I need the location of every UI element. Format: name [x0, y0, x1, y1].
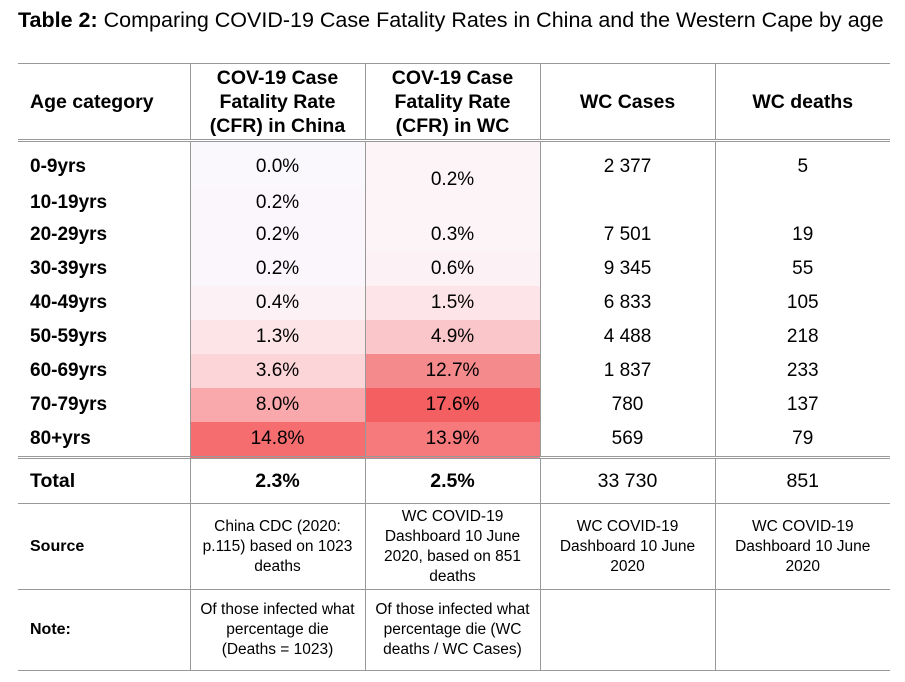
- header-row: Age category COV-19 Case Fatality Rate (…: [18, 63, 890, 141]
- table-row: 70-79yrs 8.0% 17.6% 780 137: [18, 387, 890, 422]
- age-cell: 40-49yrs: [30, 291, 108, 313]
- note-label: Note:: [18, 589, 190, 671]
- total-cfr-wc: 2.5%: [364, 456, 540, 504]
- age-cell: 10-19yrs: [30, 191, 108, 213]
- wc-deaths-cell: 5: [714, 139, 890, 219]
- wc-deaths-cell: 233: [714, 353, 890, 388]
- wc-deaths-cell: 137: [714, 387, 890, 422]
- cfr-wc-cell: 4.9%: [364, 319, 540, 354]
- age-cell: 80+yrs: [30, 427, 91, 449]
- note-wc-cases-empty: [539, 589, 715, 671]
- table-row: 20-29yrs 0.2% 0.3% 7 501 19: [18, 218, 890, 252]
- wc-deaths-cell: 55: [714, 251, 890, 286]
- cfr-table: Age category COV-19 Case Fatality Rate (…: [18, 63, 890, 671]
- source-row: Source China CDC (2020: p.115) based on …: [18, 503, 890, 590]
- cfr-wc-cell: 12.7%: [364, 353, 540, 388]
- source-label: Source: [18, 503, 190, 590]
- age-cell: 60-69yrs: [30, 359, 108, 381]
- table-row: 10-19yrs 0.2%: [18, 186, 890, 219]
- age-cell: 0-9yrs: [18, 139, 190, 187]
- cfr-china-cell: 1.3%: [189, 319, 365, 354]
- wc-cases-cell: 6 833: [539, 285, 715, 320]
- wc-deaths-cell: 19: [714, 218, 890, 252]
- wc-cases-cell: 7 501: [539, 218, 715, 252]
- note-wc: Of those infected what percentage die (W…: [364, 589, 540, 671]
- cfr-wc-cell: 0.6%: [364, 251, 540, 286]
- wc-cases-cell: 1 837: [539, 353, 715, 388]
- table-row: 40-49yrs 0.4% 1.5% 6 833 105: [18, 285, 890, 320]
- wc-cases-cell: 9 345: [539, 251, 715, 286]
- wc-deaths-cell: 79: [714, 421, 890, 458]
- cfr-china-cell: 0.0%: [189, 139, 365, 187]
- total-row: Total 2.3% 2.5% 33 730 851: [18, 456, 890, 504]
- cfr-china-cell: 0.2%: [189, 251, 365, 286]
- age-cell: 20-29yrs: [30, 224, 108, 245]
- wc-deaths-cell: 105: [714, 285, 890, 320]
- age-cell: 70-79yrs: [30, 393, 108, 415]
- source-wc-cases: WC COVID-19 Dashboard 10 June 2020: [539, 503, 715, 590]
- table-row: 60-69yrs 3.6% 12.7% 1 837 233: [18, 353, 890, 388]
- table-row: 80+yrs 14.8% 13.9% 569 79: [18, 421, 890, 458]
- cfr-wc-cell: 0.3%: [364, 218, 540, 252]
- cfr-wc-cell: 0.2%: [364, 139, 540, 219]
- cfr-china-cell: 3.6%: [189, 353, 365, 388]
- cfr-wc-cell: 17.6%: [364, 387, 540, 422]
- cfr-china-cell: 14.8%: [189, 421, 365, 458]
- source-wc-deaths: WC COVID-19 Dashboard 10 June 2020: [714, 503, 890, 590]
- header-cfr-wc: COV-19 Case Fatality Rate (CFR) in WC: [364, 63, 540, 141]
- wc-cases-cell: 2 377: [539, 139, 715, 219]
- cfr-wc-cell: 1.5%: [364, 285, 540, 320]
- wc-deaths-cell: 218: [714, 319, 890, 354]
- note-row: Note: Of those infected what percentage …: [18, 589, 890, 671]
- caption-label: Table 2:: [18, 8, 98, 32]
- total-cfr-china: 2.3%: [189, 456, 365, 504]
- header-cfr-china: COV-19 Case Fatality Rate (CFR) in China: [189, 63, 365, 141]
- total-wc-cases: 33 730: [539, 456, 715, 504]
- note-wc-deaths-empty: [714, 589, 890, 671]
- header-wc-deaths: WC deaths: [714, 63, 890, 141]
- cfr-china-cell: 0.2%: [189, 186, 365, 219]
- table-row: 30-39yrs 0.2% 0.6% 9 345 55: [18, 251, 890, 286]
- table-row: 0-9yrs 0.0% 0.2% 2 377 5: [18, 139, 890, 219]
- wc-cases-cell: 4 488: [539, 319, 715, 354]
- cfr-china-cell: 0.2%: [189, 218, 365, 252]
- caption-text: Comparing COVID-19 Case Fatality Rates i…: [97, 8, 884, 32]
- wc-cases-cell: 569: [539, 421, 715, 458]
- header-wc-cases: WC Cases: [539, 63, 715, 141]
- table-row: 50-59yrs 1.3% 4.9% 4 488 218: [18, 319, 890, 354]
- header-age-category: Age category: [18, 63, 190, 141]
- table-caption: Table 2: Comparing COVID-19 Case Fatalit…: [18, 8, 893, 33]
- cfr-china-cell: 8.0%: [189, 387, 365, 422]
- source-china: China CDC (2020: p.115) based on 1023 de…: [189, 503, 365, 590]
- wc-cases-cell: 780: [539, 387, 715, 422]
- total-label: Total: [18, 456, 190, 504]
- age-cell: 30-39yrs: [30, 257, 108, 279]
- age-cell: 50-59yrs: [30, 325, 108, 347]
- cfr-wc-cell: 13.9%: [364, 421, 540, 458]
- cfr-china-cell: 0.4%: [189, 285, 365, 320]
- source-wc: WC COVID-19 Dashboard 10 June 2020, base…: [364, 503, 540, 590]
- total-wc-deaths: 851: [714, 456, 890, 504]
- note-china: Of those infected what percentage die (D…: [189, 589, 365, 671]
